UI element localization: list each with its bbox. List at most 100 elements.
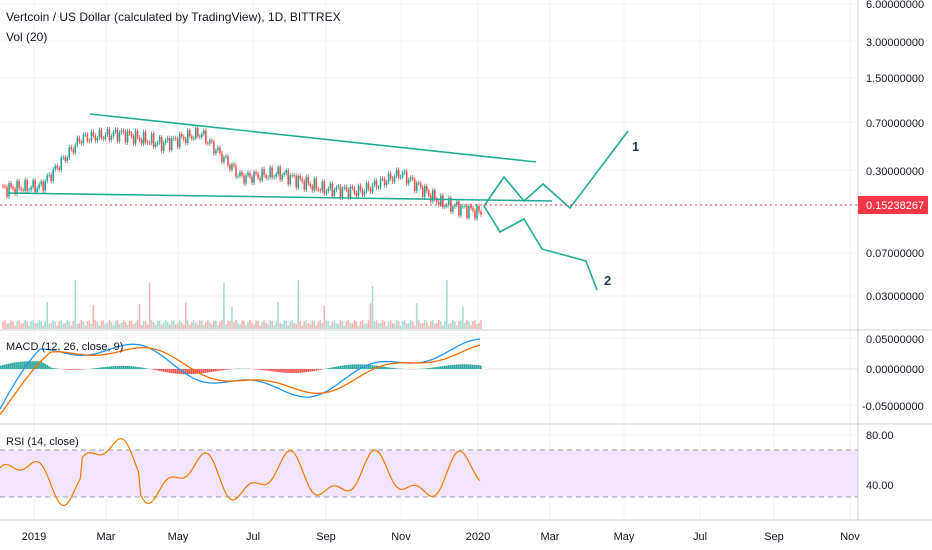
wedge-lower-trendline[interactable]	[7, 192, 553, 202]
macd-signal-line	[0, 344, 481, 416]
time-tick: May	[168, 531, 189, 543]
macd-axis[interactable]: 0.05000000 0.00000000 -0.05000000	[862, 334, 924, 413]
macd-hist-bar	[110, 366, 113, 369]
volume-bar	[80, 320, 83, 329]
candle-body	[285, 170, 287, 174]
macd-hist-bar	[188, 369, 191, 375]
volume-bar	[466, 320, 468, 329]
macd-hist-bar	[22, 361, 24, 369]
macd-hist-bar	[467, 364, 470, 369]
candle-body	[355, 192, 358, 196]
volume-bar	[10, 320, 12, 329]
candle-body	[70, 147, 73, 150]
volume-bar	[259, 325, 261, 329]
candle-body	[425, 186, 428, 191]
macd-hist-bar	[373, 365, 376, 369]
candle-body	[269, 167, 271, 178]
candle-body	[106, 129, 109, 135]
macd-hist-bar	[144, 368, 147, 369]
rsi-line	[0, 437, 481, 507]
candle-body	[275, 174, 277, 177]
candle-body	[126, 131, 129, 143]
volume-bar	[62, 323, 65, 329]
macd-hist-bar	[463, 364, 466, 369]
macd-hist-bar	[156, 369, 159, 371]
rsi-tick: 40.00	[866, 480, 894, 492]
volume-bar	[371, 285, 374, 329]
candle-body	[195, 127, 197, 138]
wave-label-2: 2	[604, 273, 611, 288]
projection-path-1[interactable]	[483, 130, 629, 210]
candle-body	[50, 174, 53, 182]
price-candles	[2, 125, 482, 221]
volume-bar	[421, 323, 424, 329]
candle-body	[323, 181, 326, 194]
candle-body	[405, 171, 408, 184]
volume-bar	[142, 320, 145, 329]
macd-hist-bar	[52, 368, 54, 369]
candle-body	[427, 190, 430, 196]
projection-path-2[interactable]	[483, 205, 598, 291]
macd-hist-bar	[68, 369, 70, 370]
volume-bar	[201, 320, 203, 329]
volume-bar	[178, 320, 181, 329]
candle-body	[58, 168, 61, 170]
macd-hist-bar	[289, 369, 291, 373]
candle-body	[215, 150, 217, 154]
candle-body	[353, 188, 356, 193]
macd-hist-bar	[353, 364, 356, 369]
macd-hist-bar	[4, 364, 6, 369]
volume-bars	[2, 280, 482, 329]
macd-hist-bar	[277, 369, 279, 373]
candle-body	[26, 179, 28, 191]
macd-hist-bar	[70, 369, 72, 370]
macd-hist-bar	[136, 366, 139, 369]
volume-bar	[122, 320, 125, 329]
price-axis[interactable]: 6.00000000 3.00000000 1.50000000 0.70000…	[866, 0, 924, 303]
volume-bar	[438, 320, 440, 329]
volume-bar	[76, 323, 79, 329]
candle-body	[40, 181, 42, 185]
volume-bar	[162, 322, 165, 329]
candle-body	[154, 143, 157, 147]
macd-hist-bar	[102, 367, 105, 369]
volume-bar	[36, 323, 38, 329]
macd-hist-bar	[200, 369, 203, 374]
macd-hist-bar	[447, 365, 450, 369]
macd-hist-bar	[44, 363, 46, 369]
volume-bar	[423, 320, 426, 329]
macd-hist-bar	[172, 369, 175, 374]
price-tick: 6.00000000	[866, 0, 924, 11]
volume-bar	[401, 321, 404, 329]
candle-body	[164, 140, 167, 143]
volume-bar	[255, 320, 257, 329]
macd-hist-bar	[174, 369, 177, 374]
candle-body	[343, 187, 346, 189]
macd-hist-bar	[351, 364, 354, 369]
candle-body	[401, 172, 404, 177]
grid-lines	[0, 0, 858, 520]
candle-body	[466, 205, 468, 218]
candle-body	[84, 134, 87, 136]
volume-bar	[474, 320, 476, 329]
macd-hist-bar	[14, 362, 16, 369]
time-tick: May	[614, 531, 635, 543]
candle-body	[301, 178, 304, 182]
volume-bar	[32, 320, 34, 329]
time-axis[interactable]: 2019 Mar May Jul Sep Nov 2020 Mar May Jul Sep Nov	[22, 531, 861, 543]
volume-bar	[347, 320, 350, 329]
candle-body	[221, 153, 223, 163]
candle-body	[309, 183, 312, 187]
candle-body	[152, 133, 155, 147]
macd-hist-bar	[48, 366, 50, 369]
candle-body	[18, 180, 20, 189]
macd-hist-bar	[433, 367, 436, 369]
candle-body	[261, 169, 263, 181]
candle-body	[347, 189, 350, 198]
volume-bar	[458, 320, 460, 329]
wedge-upper-trendline[interactable]	[89, 113, 537, 163]
candle-body	[56, 165, 59, 169]
macd-hist-bar	[341, 365, 344, 369]
rsi-axis[interactable]: 80.00 40.00	[866, 430, 894, 492]
candle-body	[190, 136, 193, 139]
